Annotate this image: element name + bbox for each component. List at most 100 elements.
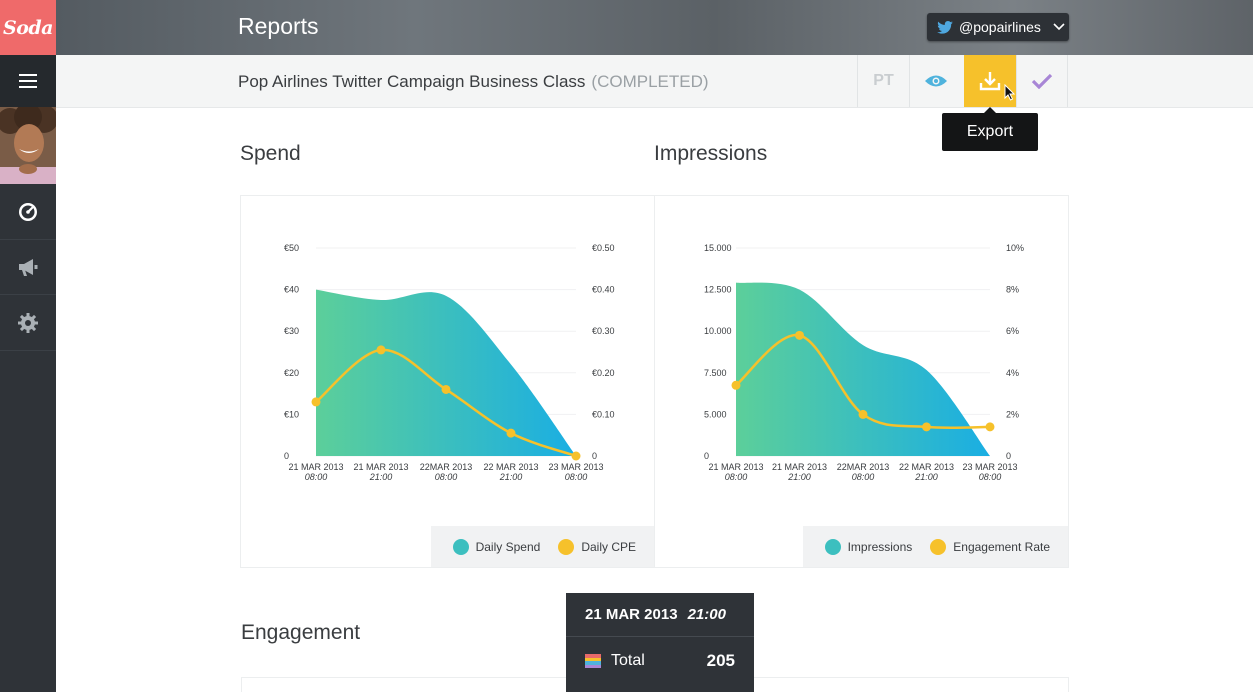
impressions-y-left-tick: 0: [704, 451, 709, 461]
sidebar-item-settings[interactable]: [0, 296, 56, 351]
impressions-line-point: [858, 409, 868, 419]
header: Reports @popairlines: [56, 0, 1253, 55]
spend-y-left-tick: €20: [284, 368, 299, 378]
impressions-x-tick-time: 08:00: [852, 472, 875, 482]
spend-x-tick-date: 22 MAR 2013: [483, 462, 538, 472]
impressions-line-point: [731, 380, 741, 390]
impressions-y-right-tick: 2%: [1006, 409, 1019, 419]
eye-icon: [924, 75, 947, 87]
sidebar: Soda: [0, 0, 56, 692]
user-photo: [0, 107, 56, 184]
export-button[interactable]: [964, 55, 1016, 107]
account-selector[interactable]: @popairlines: [927, 13, 1069, 41]
impressions-line-series: [735, 334, 991, 430]
data-tooltip-row: Total 205: [566, 637, 754, 685]
spend-y-left-tick: €40: [284, 285, 299, 295]
spend-chart-panel: €50 €0.50 €40 €0.40 €30 €0.30 €20 €0.20 €10 €0.10…: [240, 195, 655, 568]
impressions-x-tick-date: 22 MAR 2013: [899, 462, 954, 472]
campaign-status: (COMPLETED): [591, 72, 709, 91]
legend-label-impressions: Impressions: [847, 539, 913, 554]
language-button[interactable]: PT: [857, 55, 909, 107]
impressions-x-tick-time: 21:00: [914, 472, 938, 482]
logo-text: Soda: [3, 16, 54, 39]
hamburger-icon: [19, 74, 37, 88]
logo[interactable]: Soda: [0, 0, 56, 55]
impressions-x-tick-time: 21:00: [787, 472, 811, 482]
preview-button[interactable]: [909, 55, 961, 107]
impressions-y-right-tick: 4%: [1006, 368, 1019, 378]
impressions-title: Impressions: [654, 142, 768, 165]
legend-daily-cpe[interactable]: Daily CPE: [558, 538, 636, 555]
impressions-y-right-tick: 8%: [1006, 285, 1019, 295]
spend-y-right-tick: 0: [592, 451, 597, 461]
impressions-chart-panel: 15.000 10% 12.500 8% 10.000 6% 7.500 4% 5.000 2% 0…: [654, 195, 1069, 568]
stacked-bars-icon: [585, 654, 601, 668]
spend-line-point: [571, 451, 581, 461]
impressions-y-right-tick: 0: [1006, 451, 1011, 461]
export-tooltip: Export: [942, 107, 1038, 151]
chevron-down-icon: [1053, 23, 1065, 31]
sidebar-item-dashboard[interactable]: [0, 185, 56, 240]
impressions-line-point: [795, 330, 804, 340]
engagement-title: Engagement: [241, 621, 361, 644]
spend-y-left-tick: €50: [284, 243, 299, 253]
legend-swatch-daily-cpe: [558, 538, 575, 555]
impressions-x-tick-date: 21 MAR 2013: [772, 462, 827, 472]
spend-legend: Daily Spend Daily CPE: [430, 526, 654, 567]
campaign-toolbar: Pop Airlines Twitter Campaign Business C…: [56, 55, 1253, 108]
impressions-y-right-tick: 6%: [1006, 326, 1019, 336]
data-tooltip-time: 21:00: [687, 606, 726, 623]
gear-icon: [18, 313, 38, 333]
spend-y-right-tick: €0.10: [592, 409, 615, 419]
spend-y-right-tick: €0.20: [592, 368, 615, 378]
spend-line-point: [311, 397, 321, 407]
impressions-chart: 15.000 10% 12.500 8% 10.000 6% 7.500 4% 5.000 2% 0…: [704, 243, 1024, 482]
impressions-y-left-tick: 15.000: [704, 243, 732, 253]
checkmark-icon: [1031, 73, 1053, 89]
twitter-icon: [937, 20, 953, 34]
impressions-x-tick-date: 23 MAR 2013: [962, 462, 1017, 472]
impressions-area-series: [736, 282, 990, 456]
legend-impressions[interactable]: Impressions: [824, 538, 913, 555]
impressions-y-left-tick: 12.500: [704, 285, 732, 295]
spend-y-right-tick: €0.30: [592, 326, 615, 336]
spend-y-left-tick: €30: [284, 326, 299, 336]
impressions-y-right-tick: 10%: [1006, 243, 1024, 253]
spend-line-point: [506, 428, 516, 438]
data-tooltip-label: Total: [611, 652, 645, 669]
spend-y-left-tick: 0: [284, 451, 289, 461]
legend-swatch-engagement-rate: [930, 538, 947, 555]
impressions-y-left-tick: 7.500: [704, 368, 727, 378]
spend-x-tick-date: 21 MAR 2013: [353, 462, 408, 472]
avatar[interactable]: [0, 107, 56, 184]
impressions-line-point: [985, 422, 995, 432]
language-label: PT: [873, 72, 894, 89]
spend-y-right-tick: €0.50: [592, 243, 615, 253]
spend-area-series: [316, 289, 576, 456]
campaign-title: Pop Airlines Twitter Campaign Business C…: [238, 72, 709, 92]
approve-button[interactable]: [1016, 55, 1068, 107]
spend-line-point: [441, 384, 451, 394]
spend-x-tick-time: 08:00: [565, 472, 588, 482]
legend-engagement-rate[interactable]: Engagement Rate: [930, 538, 1050, 555]
legend-daily-spend[interactable]: Daily Spend: [452, 538, 541, 555]
impressions-x-tick-date: 21 MAR 2013: [708, 462, 763, 472]
spend-x-tick-date: 22MAR 2013: [420, 462, 473, 472]
impressions-y-left-tick: 5.000: [704, 409, 727, 419]
page-title: Reports: [238, 13, 319, 39]
impressions-x-tick-date: 22MAR 2013: [837, 462, 890, 472]
download-icon: [979, 72, 1001, 91]
legend-label-daily-cpe: Daily CPE: [581, 539, 636, 554]
spend-y-right-tick: €0.40: [592, 285, 615, 295]
spend-x-tick-time: 21:00: [369, 472, 393, 482]
legend-swatch-daily-spend: [452, 538, 469, 555]
spend-x-tick-time: 08:00: [435, 472, 458, 482]
legend-swatch-impressions: [824, 538, 841, 555]
spend-x-tick-date: 23 MAR 2013: [548, 462, 603, 472]
spend-x-tick-time: 08:00: [305, 472, 328, 482]
sidebar-item-campaigns[interactable]: [0, 240, 56, 295]
data-tooltip-date: 21 MAR 2013: [585, 606, 678, 623]
spend-x-tick-time: 21:00: [499, 472, 523, 482]
hamburger-menu-button[interactable]: [0, 55, 56, 107]
legend-label-daily-spend: Daily Spend: [475, 539, 541, 554]
